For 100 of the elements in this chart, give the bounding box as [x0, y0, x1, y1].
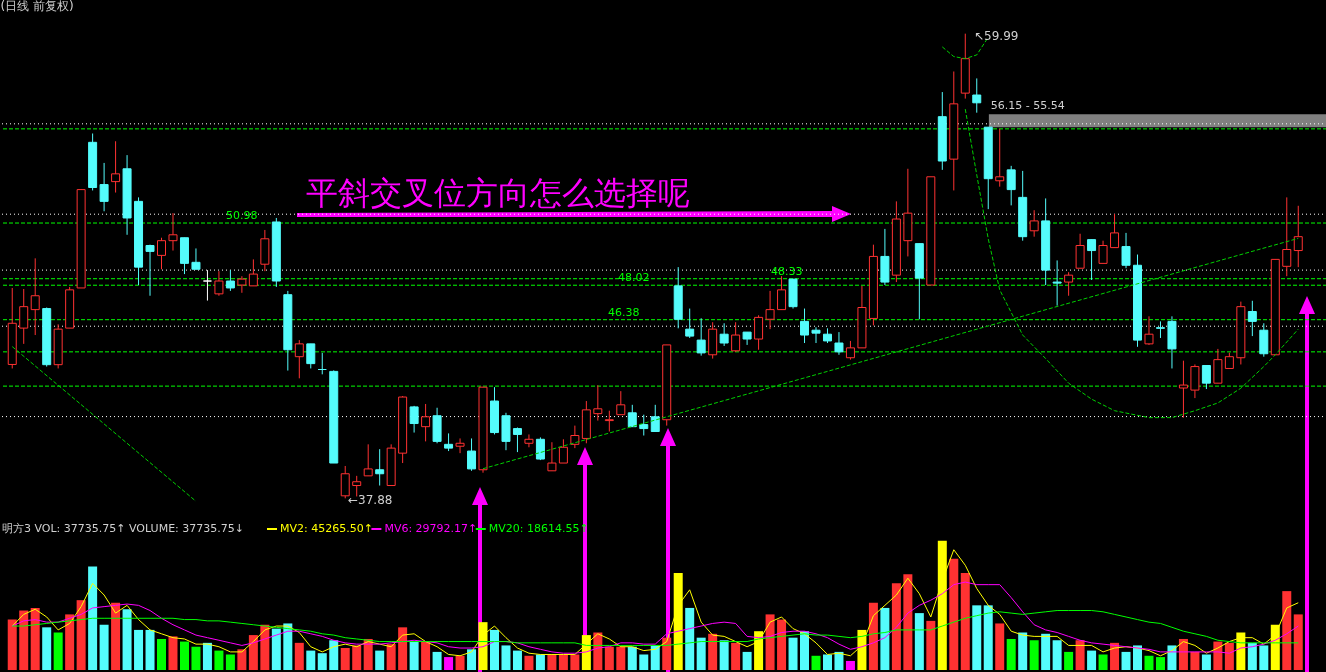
annotation: 平斜交叉位方向怎么选择呢 — [306, 174, 690, 212]
candlestick — [1006, 165, 1016, 206]
bar — [432, 651, 442, 670]
bar — [972, 605, 982, 670]
bar — [616, 646, 626, 670]
candlestick — [1282, 196, 1292, 277]
bar — [421, 641, 431, 670]
bar — [329, 640, 339, 670]
candlestick — [214, 270, 224, 297]
bar — [202, 642, 212, 670]
candlestick — [972, 77, 982, 114]
candlestick — [834, 331, 844, 356]
candlestick — [421, 403, 431, 442]
bar — [811, 655, 821, 670]
candlestick — [777, 275, 787, 311]
candlestick — [754, 314, 764, 351]
bar — [1247, 642, 1257, 670]
bar — [1190, 651, 1200, 670]
bar — [1087, 650, 1097, 670]
bar — [237, 649, 247, 670]
bar — [1155, 657, 1165, 670]
bar — [214, 650, 224, 670]
bar — [1293, 614, 1303, 670]
bar — [708, 633, 718, 670]
bar — [1041, 633, 1051, 670]
candlestick — [685, 308, 695, 339]
bar — [467, 649, 477, 670]
bar — [604, 646, 614, 670]
bar — [168, 636, 178, 670]
bar — [535, 654, 545, 670]
bar — [1006, 638, 1016, 670]
legend-label: MV2: 45265.50↑ — [280, 522, 373, 535]
bar — [524, 655, 534, 670]
bar — [777, 619, 787, 670]
candlestick — [1190, 363, 1200, 399]
candlestick — [99, 162, 109, 212]
bar — [145, 629, 155, 670]
bar — [340, 648, 350, 670]
bar — [122, 609, 132, 670]
bar — [1121, 651, 1131, 670]
bar — [570, 654, 580, 670]
bar — [983, 605, 993, 670]
candlestick — [1110, 213, 1120, 249]
bar — [157, 638, 167, 670]
bar — [822, 654, 832, 670]
bar — [547, 654, 557, 670]
candlestick — [765, 290, 775, 330]
bar — [30, 607, 40, 670]
bar — [248, 635, 258, 670]
bar — [868, 602, 878, 670]
bar — [512, 650, 522, 670]
bar — [225, 654, 235, 670]
bar — [926, 620, 936, 670]
bar — [891, 583, 901, 670]
chart-title: (日线 前复权) — [0, 0, 74, 13]
bar — [1075, 640, 1085, 670]
candlestick — [1144, 315, 1154, 346]
bar — [294, 642, 304, 670]
bar — [99, 624, 109, 670]
bar — [19, 610, 29, 670]
bar — [88, 566, 98, 670]
bar — [7, 619, 17, 670]
candlestick — [1213, 348, 1223, 384]
bar — [696, 637, 706, 670]
candlestick — [1121, 232, 1131, 269]
bar — [903, 574, 913, 670]
bar — [1282, 591, 1292, 670]
bar — [409, 641, 419, 670]
candlestick — [524, 433, 534, 448]
candlestick — [1029, 209, 1039, 238]
candlestick — [191, 247, 201, 270]
bar — [995, 623, 1005, 670]
candlestick — [1098, 240, 1108, 264]
bar — [1052, 640, 1062, 670]
bar — [1018, 632, 1028, 670]
bar — [260, 624, 270, 670]
bar — [1098, 654, 1108, 670]
candlestick — [145, 244, 155, 297]
candlestick — [1178, 360, 1188, 419]
candlestick — [30, 257, 40, 336]
candlestick — [294, 339, 304, 379]
candlestick — [627, 404, 637, 428]
bar — [53, 632, 63, 670]
bar — [765, 614, 775, 670]
bar — [76, 600, 86, 670]
bar — [685, 607, 695, 670]
candlestick — [19, 288, 29, 345]
ref-line-label: 46.38 — [608, 305, 640, 319]
bar — [880, 607, 890, 670]
ref-line-label: 48.33 — [771, 264, 803, 278]
bar — [455, 655, 465, 670]
band-label: 56.15 - 55.54 — [990, 99, 1065, 113]
bar — [398, 627, 408, 670]
bar — [134, 629, 144, 670]
bar — [742, 651, 752, 670]
candlestick — [1293, 205, 1303, 268]
candlestick — [157, 237, 167, 270]
bar — [627, 646, 637, 670]
candlestick — [616, 390, 626, 416]
bar — [375, 650, 385, 670]
